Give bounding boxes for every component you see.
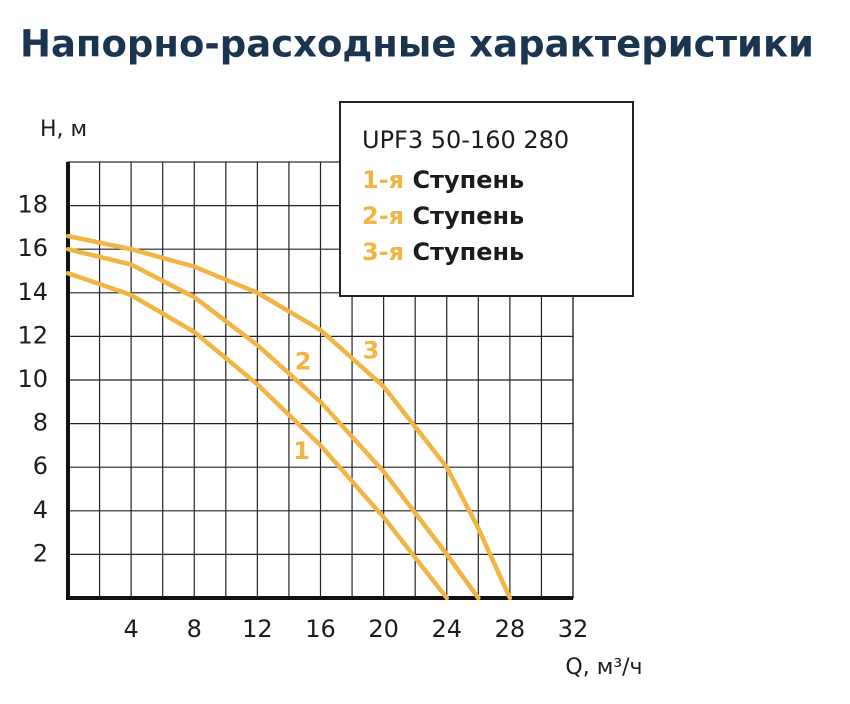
- x-axis-label: Q, м³/ч: [565, 655, 642, 680]
- y-tick-label: 14: [17, 278, 48, 306]
- legend-prefix: 1-я: [362, 166, 412, 194]
- legend-title: UPF3 50-160 280: [362, 126, 569, 154]
- y-tick-label: 18: [17, 191, 48, 219]
- x-tick-label: 32: [558, 615, 589, 643]
- x-tick-label: 28: [495, 615, 526, 643]
- curve-label: 1: [293, 437, 310, 465]
- x-tick-label: 8: [187, 615, 202, 643]
- curve: [65, 270, 450, 601]
- y-tick-label: 2: [33, 539, 48, 567]
- y-tick-label: 8: [33, 409, 48, 437]
- y-tick-label: 12: [17, 321, 48, 349]
- y-tick-label: 10: [17, 365, 48, 393]
- y-tick-label: 4: [33, 496, 48, 524]
- x-tick-label: 16: [305, 615, 336, 643]
- y-axis-label: H, м: [40, 117, 87, 142]
- legend-name: Ступень: [412, 202, 524, 230]
- x-tick-label: 24: [431, 615, 462, 643]
- y-tick-label: 16: [17, 234, 48, 262]
- legend-entry: 3-я Ступень: [362, 238, 524, 266]
- legend-name: Ступень: [412, 238, 524, 266]
- chart-title: Напорно-расходные характеристики: [20, 23, 814, 66]
- legend-name: Ступень: [412, 166, 524, 194]
- y-tick-label: 6: [33, 452, 48, 480]
- curve-label: 3: [363, 337, 380, 365]
- legend-entry: 1-я Ступень: [362, 166, 524, 194]
- x-tick-label: 4: [123, 615, 138, 643]
- legend-entry: 2-я Ступень: [362, 202, 524, 230]
- curve: [65, 233, 513, 601]
- curve-label: 2: [295, 348, 312, 376]
- legend-prefix: 2-я: [362, 202, 412, 230]
- x-tick-label: 20: [368, 615, 399, 643]
- legend-box: [339, 101, 634, 297]
- x-tick-label: 12: [242, 615, 273, 643]
- curve: [65, 246, 481, 601]
- legend-prefix: 3-я: [362, 238, 412, 266]
